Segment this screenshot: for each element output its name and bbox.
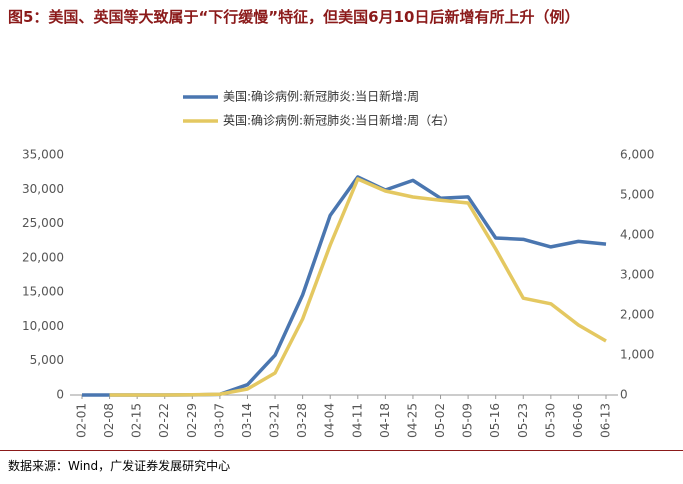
series-line	[109, 177, 607, 397]
x-tick-label: 04-18	[378, 403, 392, 438]
x-tick-label: 05-23	[516, 403, 530, 438]
x-tick-label: 02-22	[157, 403, 171, 438]
x-tick-label: 04-04	[323, 403, 337, 438]
x-tick-label: 05-30	[543, 403, 557, 438]
y2-tick-label: 5,000	[620, 188, 654, 202]
x-tick-label: 03-07	[212, 403, 226, 438]
x-tick-label: 04-11	[350, 403, 364, 438]
y-tick-label: 10,000	[22, 319, 64, 333]
x-tick-label: 02-01	[75, 403, 89, 438]
x-tick-label: 04-25	[405, 403, 419, 438]
x-tick-label: 03-28	[295, 403, 309, 438]
x-tick-label: 02-15	[130, 403, 144, 438]
y2-tick-label: 0	[620, 388, 628, 402]
x-tick-label: 05-16	[488, 403, 502, 438]
y-tick-label: 5,000	[30, 353, 64, 367]
chart: 0 5,000 10,000 15,000 20,000 25,000 30,000 35,0…	[22, 89, 654, 438]
x-tick-label: 05-02	[433, 403, 447, 438]
y-tick-label: 15,000	[22, 285, 64, 299]
y2-tick-label: 1,000	[620, 348, 654, 362]
x-tick-label: 03-14	[240, 403, 254, 438]
y-tick-label: 35,000	[22, 148, 64, 162]
x-tick-label: 02-29	[185, 403, 199, 438]
source-note: 数据来源：Wind，广发证券发展研究中心	[8, 459, 231, 473]
y2-tick-label: 3,000	[620, 268, 654, 282]
x-tick-label: 05-09	[461, 403, 475, 438]
legend-label: 英国:确诊病例:新冠肺炎:当日新增:周（右）	[223, 113, 455, 128]
x-tick-label: 06-13	[599, 403, 613, 438]
y-tick-label: 0	[56, 388, 64, 402]
chart-title: 图5：美国、英国等大致属于“下行缓慢”特征，但美国6月10日后新增有所上升（例）	[8, 8, 580, 26]
y2-tick-label: 4,000	[620, 228, 654, 242]
y-tick-label: 30,000	[22, 182, 64, 196]
y2-tick-label: 2,000	[620, 308, 654, 322]
x-tick-label: 02-08	[102, 403, 116, 438]
x-tick-label: 06-06	[571, 403, 585, 438]
divider	[0, 450, 683, 451]
legend-label: 美国:确诊病例:新冠肺炎:当日新增:周	[223, 89, 419, 104]
y-tick-label: 25,000	[22, 216, 64, 230]
y2-tick-label: 6,000	[620, 148, 654, 162]
y-tick-label: 20,000	[22, 250, 64, 264]
x-tick-label: 03-21	[268, 403, 282, 438]
